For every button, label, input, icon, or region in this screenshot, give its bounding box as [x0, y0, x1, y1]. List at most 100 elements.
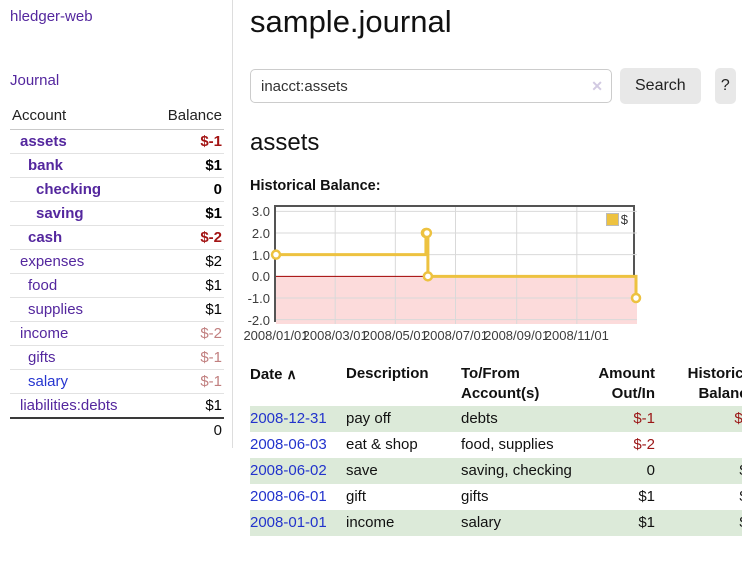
accounts-total-value: 0 [148, 417, 224, 442]
register-row: 2008-12-31 pay off debts $-1 $-1 [250, 406, 742, 432]
account-name-cell: checking [10, 177, 149, 202]
search-input-wrap: ✕ [250, 69, 612, 103]
sidebar-account-balance: $-1 [148, 369, 224, 394]
transaction-date-link[interactable]: 2008-12-31 [250, 410, 327, 427]
clear-search-icon[interactable]: ✕ [591, 78, 603, 94]
register-row: 2008-06-03 eat & shop food, supplies $-20 [250, 432, 742, 458]
account-row: food $1 [10, 273, 224, 298]
sidebar-account-supplies[interactable]: supplies [28, 301, 84, 318]
account-row: bank $1 [10, 153, 224, 178]
register-description-cell: gift [346, 488, 367, 505]
register-table: Date ∧ Description To/From Account(s) Amo… [250, 362, 742, 536]
account-name-cell: salary [10, 369, 149, 394]
sidebar-account-balance: $-1 [148, 345, 224, 370]
sidebar-account-assets[interactable]: assets [20, 133, 67, 150]
account-name-cell: expenses [10, 249, 149, 274]
account-row: supplies $1 [10, 297, 224, 322]
y-axis-tick-label: 1.0 [251, 247, 270, 263]
x-axis-tick-label: 2008/01/01 [243, 328, 309, 343]
accounts-total-row: 0 [10, 417, 224, 442]
account-row: liabilities:debts $1 [10, 393, 224, 419]
account-row: cash $-2 [10, 225, 224, 250]
sidebar-account-balance: $-2 [148, 225, 224, 250]
register-balance-cell: $2 [655, 458, 742, 484]
y-axis-tick-label: 3.0 [251, 204, 270, 220]
sidebar-account-balance: $1 [148, 201, 224, 226]
sidebar-account-salary[interactable]: salary [28, 373, 69, 390]
accounts-total-spacer [10, 417, 149, 442]
register-amount-cell: $-2 [633, 436, 655, 453]
register-header-date[interactable]: Date ∧ [250, 362, 346, 406]
main-content: sample.journal ✕ Search ? assets Histori… [243, 0, 742, 536]
transaction-date-link[interactable]: 2008-06-02 [250, 462, 327, 479]
register-row: 2008-01-01 income salary $1$1 [250, 510, 742, 536]
account-name-cell: saving [10, 201, 149, 226]
sidebar-account-cash[interactable]: cash [28, 229, 63, 246]
sidebar: hledger-web Journal Account Balance asse… [0, 0, 233, 448]
y-axis-tick-label: 2.0 [251, 226, 270, 241]
register-date-cell: 2008-01-01 [250, 510, 346, 536]
accounts-header-balance: Balance [148, 105, 224, 130]
register-amount-cell: 0 [646, 462, 655, 479]
chart-plot-area: $ 3.0 2.0 1.0 0.0 -1.0 -2.0 2008/01/01 2008/03/… [243, 204, 642, 343]
legend-swatch-icon [605, 213, 619, 226]
register-description-cell: save [346, 462, 378, 479]
register-date-cell: 2008-06-03 [250, 432, 346, 458]
sidebar-account-balance: 0 [148, 177, 224, 202]
transaction-date-link[interactable]: 2008-06-03 [250, 436, 327, 453]
sidebar-account-liabilities-debts[interactable]: liabilities:debts [20, 397, 118, 414]
register-description-cell: pay off [346, 410, 391, 427]
balance-chart: $ 3.0 2.0 1.0 0.0 -1.0 -2.0 2008/01/01 2008/03/… [243, 204, 642, 343]
register-amount-cell: $1 [638, 488, 655, 505]
y-axis-tick-label: -2.0 [247, 312, 270, 328]
transaction-date-link[interactable]: 2008-01-01 [250, 514, 327, 531]
register-amount-cell: $-1 [633, 410, 655, 427]
transaction-date-link[interactable]: 2008-06-01 [250, 488, 327, 505]
account-row: income $-2 [10, 321, 224, 346]
register-description-cell: income [346, 514, 395, 531]
search-form: ✕ Search ? [250, 68, 736, 104]
register-header-date-label: Date [250, 366, 283, 383]
x-axis-tick-label: 2008/07/01 [422, 328, 489, 343]
account-row: assets $-1 [10, 129, 224, 154]
account-row: expenses $2 [10, 249, 224, 274]
x-axis-tick-label: 2008/11/01 [544, 328, 609, 343]
x-axis-tick-label: 2008/03/01 [302, 328, 368, 343]
account-name-cell: gifts [10, 345, 149, 370]
sidebar-account-bank[interactable]: bank [28, 157, 64, 174]
sidebar-item-journal[interactable]: Journal [10, 72, 60, 89]
register-balance-cell: $-1 [734, 410, 742, 427]
register-date-cell: 2008-06-02 [250, 458, 346, 484]
account-name-cell: income [10, 321, 149, 346]
sidebar-account-balance: $1 [148, 297, 224, 322]
help-button[interactable]: ? [714, 68, 736, 104]
accounts-table: Account Balance assets $-1 bank $1 checking 0… [10, 105, 224, 442]
account-name-cell: liabilities:debts [10, 393, 149, 419]
register-row: 2008-06-01 gift gifts $1$2 [250, 484, 742, 510]
x-axis-tick-label: 2008/09/01 [484, 328, 550, 343]
account-name-cell: supplies [10, 297, 149, 322]
sidebar-account-income[interactable]: income [20, 325, 69, 342]
accounts-table-header: Account Balance [10, 105, 224, 130]
register-amount-cell: $1 [638, 514, 655, 531]
page-title: sample.journal [250, 4, 452, 39]
search-button[interactable]: Search [620, 68, 701, 104]
account-name-cell: food [10, 273, 149, 298]
account-name-cell: bank [10, 153, 149, 178]
sidebar-account-expenses[interactable]: expenses [20, 253, 85, 270]
sidebar-account-saving[interactable]: saving [36, 205, 84, 222]
sidebar-account-balance: $1 [148, 153, 224, 178]
sidebar-account-gifts[interactable]: gifts [28, 349, 56, 366]
y-axis-tick-label: -1.0 [247, 291, 270, 306]
sidebar-account-food[interactable]: food [28, 277, 58, 294]
register-accounts-cell: debts [461, 410, 498, 427]
register-accounts-cell: salary [461, 514, 502, 531]
sidebar-account-balance: $2 [148, 249, 224, 274]
register-header-balance: Historical Balance [687, 365, 742, 402]
sidebar-account-checking[interactable]: checking [36, 181, 102, 198]
account-row: checking 0 [10, 177, 224, 202]
sidebar-account-balance: $-2 [148, 321, 224, 346]
register-header-row: Date ∧ Description To/From Account(s) Amo… [250, 362, 742, 406]
app-title-link[interactable]: hledger-web [10, 8, 93, 25]
search-input[interactable] [250, 69, 612, 103]
